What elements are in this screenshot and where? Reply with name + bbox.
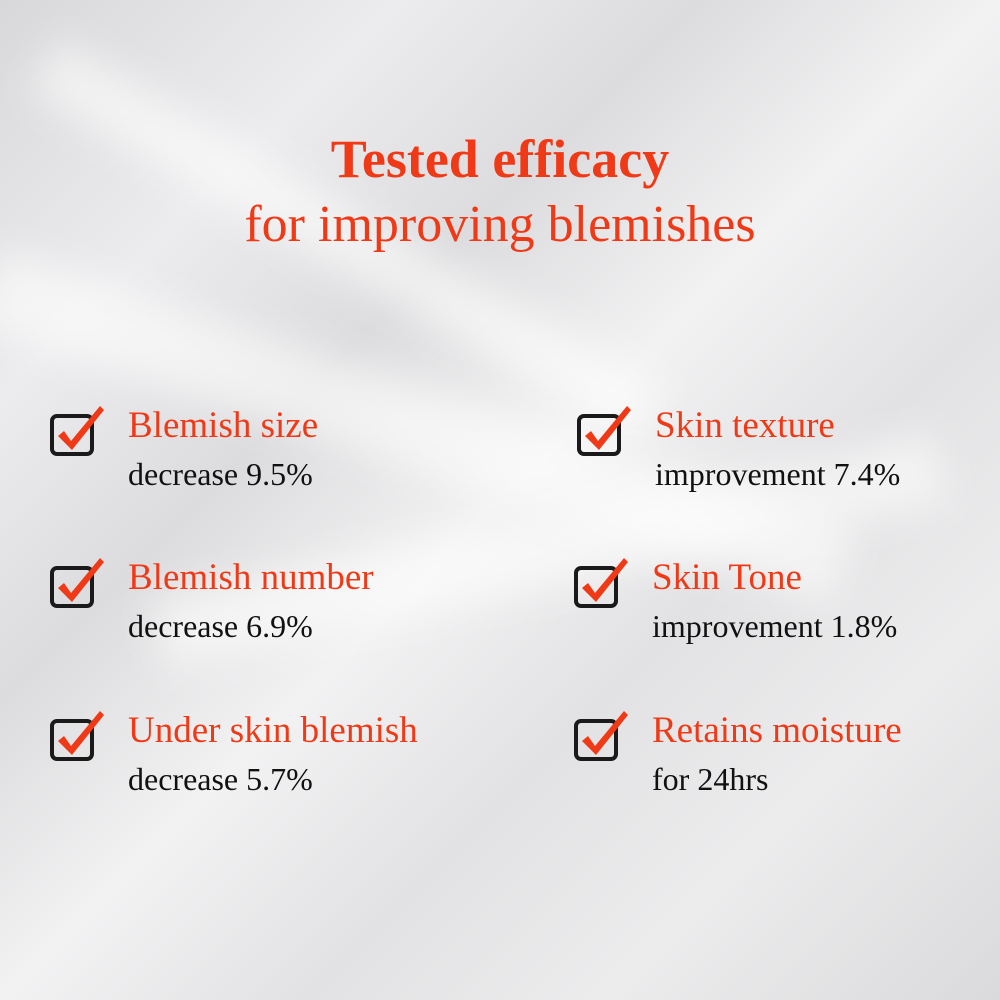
checkbox-checked-icon <box>574 558 628 608</box>
checkbox-checked-icon <box>50 558 104 608</box>
checkbox-checked-icon <box>50 711 104 761</box>
benefit-label: Under skin blemish <box>128 710 418 751</box>
benefit-label: Skin texture <box>655 405 835 446</box>
checkbox-checked-icon <box>577 406 631 456</box>
benefit-value: improvement 1.8% <box>652 608 898 644</box>
benefit-value: decrease 9.5% <box>128 456 313 492</box>
benefit-label: Skin Tone <box>652 557 802 598</box>
subheadline: for improving blemishes <box>244 196 756 253</box>
headline: Tested efficacy <box>330 129 670 189</box>
benefit-value: improvement 7.4% <box>655 456 901 492</box>
benefit-label: Blemish size <box>128 405 319 446</box>
checkbox-checked-icon <box>50 406 104 456</box>
benefit-value: decrease 6.9% <box>128 608 313 644</box>
benefit-value: for 24hrs <box>652 761 769 797</box>
benefit-value: decrease 5.7% <box>128 761 313 797</box>
benefit-label: Retains moisture <box>652 710 902 751</box>
checkbox-checked-icon <box>574 711 628 761</box>
benefit-label: Blemish number <box>128 557 374 598</box>
